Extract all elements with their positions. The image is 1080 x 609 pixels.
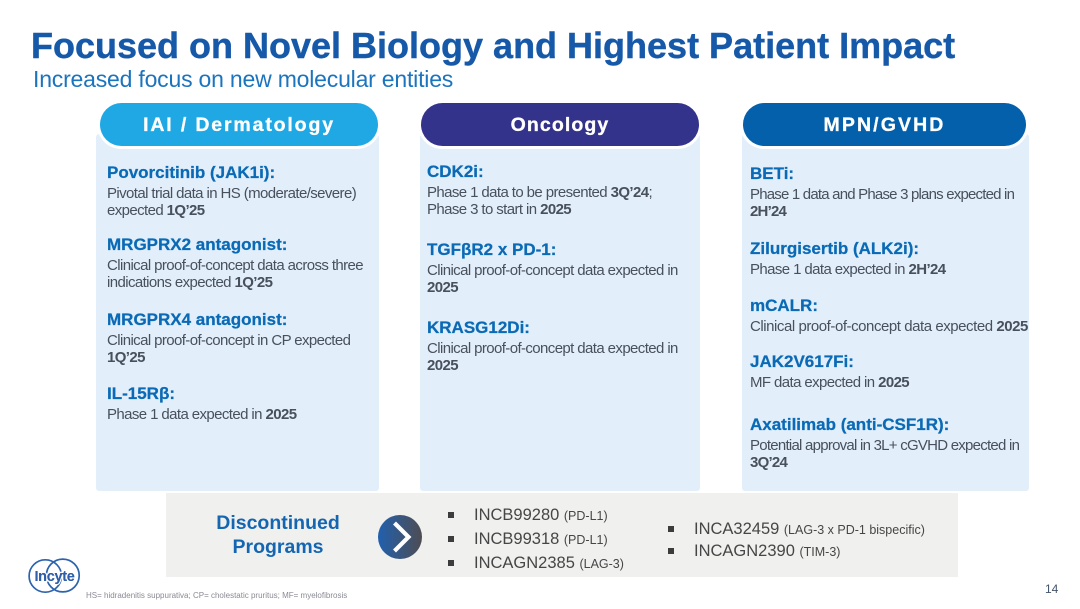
svg-text:Incyte: Incyte	[34, 569, 74, 585]
svg-text:Incyte: Incyte	[34, 569, 74, 585]
